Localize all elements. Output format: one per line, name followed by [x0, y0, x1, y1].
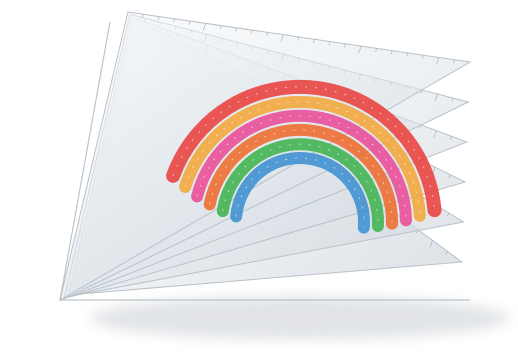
ruler-tick	[235, 27, 238, 32]
ruler-tick	[297, 36, 300, 41]
rainbow-arc	[179, 95, 426, 222]
ruler-tick	[451, 97, 454, 102]
ruler-tick	[202, 23, 207, 31]
ruler-tick	[436, 57, 440, 65]
floor-shadow	[90, 296, 510, 340]
rainbow-arc-markings	[235, 157, 365, 228]
ruler-tick	[449, 136, 452, 140]
ruler-tick	[188, 20, 191, 25]
ruler-tick	[280, 34, 284, 42]
ruler-tick	[433, 130, 437, 138]
ruler-tick	[447, 212, 450, 217]
rainbow-arc-markings	[196, 115, 407, 221]
rainbow-arc	[216, 138, 384, 233]
ruler-tick	[141, 14, 144, 18]
ruler-tick	[448, 174, 451, 179]
ruler-tick	[358, 45, 362, 54]
rainbow-arc-markings	[172, 86, 435, 211]
ruler-tick	[266, 32, 269, 37]
ruler-tick	[344, 43, 347, 48]
ruler-tick	[312, 39, 315, 43]
ruler-tick	[421, 55, 424, 59]
ruler-tick	[375, 48, 378, 52]
ruler-tick	[445, 251, 448, 255]
ruler-tick	[328, 41, 331, 46]
ruler-tick	[157, 16, 160, 21]
ruler-tick	[173, 18, 176, 23]
ruler-tick	[406, 52, 409, 57]
ruler-tick	[420, 89, 423, 94]
ruler-tick	[250, 30, 253, 34]
ruler-tick	[219, 25, 222, 30]
ruler-tick	[429, 240, 433, 248]
rainbow-arcs	[166, 79, 442, 234]
rainbow-arc-markings	[209, 129, 393, 224]
ruler-tick	[452, 59, 455, 64]
ruler-tick	[390, 50, 393, 55]
front-ruler-edge	[59, 21, 470, 301]
ruler-tick	[434, 93, 439, 102]
